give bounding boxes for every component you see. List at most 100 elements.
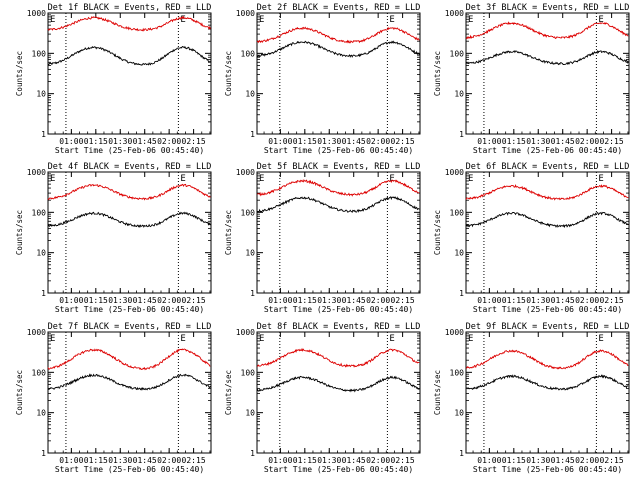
x-tick-label: 02:15 [182, 456, 206, 465]
y-tick-label: 10 [36, 90, 46, 99]
event-marker-label: E [598, 334, 603, 344]
x-tick-label: 02:00 [366, 456, 390, 465]
detector-panel-4: Det 4f BLACK = Events, RED = LLD 1 10 100 10… [15, 162, 212, 314]
x-tick-label: 01:00 [59, 456, 83, 465]
y-tick-label: 1000 [236, 9, 255, 18]
series-line-lld [47, 15, 211, 32]
x-axis-label: Start Time (25-Feb-06 00:45:40) [264, 465, 413, 474]
event-marker-label: E [598, 174, 603, 184]
panel-title: Det 3f BLACK = Events, RED = LLD [466, 3, 630, 13]
y-tick-label: 10 [454, 90, 464, 99]
y-tick-label: 10 [36, 409, 46, 418]
panel-title: Det 2f BLACK = Events, RED = LLD [257, 3, 421, 13]
y-axis-label: Counts/sec [224, 210, 233, 255]
y-tick-label: 1000 [236, 168, 255, 177]
x-tick-label: 01:00 [268, 296, 292, 305]
event-marker-label: E [50, 334, 55, 344]
y-tick-label: 100 [241, 368, 256, 377]
y-tick-label: 1000 [445, 168, 464, 177]
x-axis-label: Start Time (25-Feb-06 00:45:40) [473, 146, 622, 155]
x-tick-label: 01:45 [551, 456, 575, 465]
panel-title: Det 6f BLACK = Events, RED = LLD [466, 162, 630, 172]
plot-frame [465, 12, 630, 135]
x-tick-label: 01:15 [84, 296, 108, 305]
detector-panel-3: Det 3f BLACK = Events, RED = LLD 1 10 100 10… [433, 3, 630, 155]
y-tick-label: 1000 [27, 9, 46, 18]
y-tick-label: 1000 [445, 9, 464, 18]
y-tick-label: 10 [36, 249, 46, 258]
y-axis-label: Counts/sec [15, 51, 24, 96]
x-tick-label: 01:30 [317, 137, 341, 146]
panel-title: Det 4f BLACK = Events, RED = LLD [48, 162, 212, 172]
y-tick-label: 1 [459, 130, 464, 139]
y-tick-label: 100 [241, 49, 256, 58]
x-tick-label: 01:45 [551, 137, 575, 146]
x-tick-label: 02:15 [182, 137, 206, 146]
panel-title: Det 1f BLACK = Events, RED = LLD [48, 3, 212, 13]
series-line-lld [256, 347, 420, 368]
y-tick-label: 1 [41, 449, 46, 458]
detector-panel-5: Det 5f BLACK = Events, RED = LLD 1 10 100 10… [224, 162, 421, 314]
y-tick-label: 1 [41, 130, 46, 139]
series-line-events [256, 40, 420, 58]
x-tick-label: 02:00 [575, 456, 599, 465]
panel-title: Det 7f BLACK = Events, RED = LLD [48, 322, 212, 332]
x-axis-label: Start Time (25-Feb-06 00:45:40) [55, 305, 204, 314]
y-tick-label: 100 [241, 208, 256, 217]
x-tick-label: 02:15 [391, 296, 415, 305]
x-tick-label: 01:15 [293, 296, 317, 305]
x-tick-label: 01:15 [502, 456, 526, 465]
y-tick-label: 1000 [27, 328, 46, 337]
event-marker-label: E [259, 174, 264, 184]
x-tick-label: 01:15 [84, 456, 108, 465]
plot-frame [256, 331, 421, 454]
event-marker-label: E [50, 15, 55, 25]
y-tick-label: 10 [454, 249, 464, 258]
event-marker-label: E [468, 334, 473, 344]
detector-panel-6: Det 6f BLACK = Events, RED = LLD 1 10 100 10… [433, 162, 630, 314]
y-tick-label: 1 [250, 289, 255, 298]
x-tick-label: 02:00 [157, 296, 181, 305]
event-marker-label: E [50, 174, 55, 184]
y-tick-label: 1 [41, 289, 46, 298]
x-tick-label: 02:00 [157, 137, 181, 146]
y-tick-label: 1000 [27, 168, 46, 177]
y-tick-label: 1000 [445, 328, 464, 337]
x-axis-label: Start Time (25-Feb-06 00:45:40) [264, 305, 413, 314]
x-tick-label: 01:00 [477, 456, 501, 465]
series-line-lld [465, 184, 629, 201]
x-tick-label: 02:00 [157, 456, 181, 465]
x-tick-label: 01:15 [502, 296, 526, 305]
x-axis-label: Start Time (25-Feb-06 00:45:40) [473, 465, 622, 474]
y-tick-label: 100 [32, 368, 47, 377]
event-marker-label: E [259, 15, 264, 25]
x-tick-label: 02:15 [600, 137, 624, 146]
event-marker-label: E [259, 334, 264, 344]
event-marker-label: E [468, 15, 473, 25]
event-marker-label: E [180, 15, 185, 25]
x-tick-label: 01:00 [59, 137, 83, 146]
series-line-lld [465, 349, 629, 370]
x-tick-label: 01:45 [342, 456, 366, 465]
x-tick-label: 02:15 [391, 456, 415, 465]
detector-panel-7: Det 7f BLACK = Events, RED = LLD 1 10 100 10… [15, 322, 212, 474]
y-axis-label: Counts/sec [224, 51, 233, 96]
plot-frame [256, 171, 421, 294]
x-tick-label: 01:45 [133, 296, 157, 305]
detector-panel-1: Det 1f BLACK = Events, RED = LLD 1 10 100 10… [15, 3, 212, 155]
x-tick-label: 01:15 [84, 137, 108, 146]
series-line-lld [256, 26, 420, 44]
x-tick-label: 01:45 [342, 296, 366, 305]
panel-title: Det 8f BLACK = Events, RED = LLD [257, 322, 421, 332]
x-tick-label: 01:45 [342, 137, 366, 146]
plot-frame [256, 12, 421, 135]
x-tick-label: 02:15 [391, 137, 415, 146]
x-tick-label: 01:00 [477, 296, 501, 305]
y-axis-label: Counts/sec [15, 210, 24, 255]
x-tick-label: 02:00 [366, 137, 390, 146]
plot-frame [47, 12, 212, 135]
y-tick-label: 100 [450, 49, 465, 58]
series-line-events [465, 49, 629, 66]
x-tick-label: 01:30 [317, 296, 341, 305]
series-line-events [47, 373, 211, 391]
